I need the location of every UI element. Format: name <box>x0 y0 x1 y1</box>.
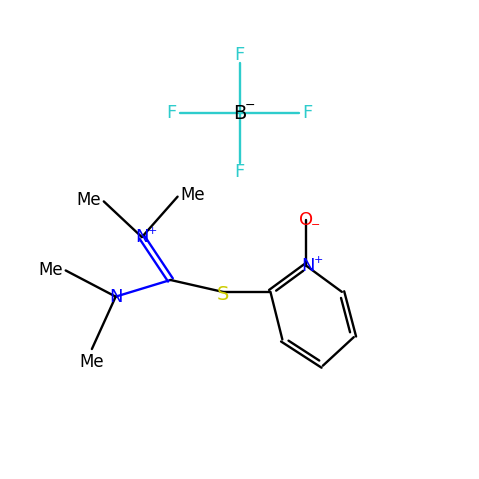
Text: Me: Me <box>80 353 104 371</box>
Text: S: S <box>217 285 229 304</box>
Text: O: O <box>299 211 313 229</box>
Text: F: F <box>302 104 313 122</box>
Text: F: F <box>166 104 177 122</box>
Text: +: + <box>314 254 323 264</box>
Text: N: N <box>109 288 123 306</box>
Text: N: N <box>135 228 148 246</box>
Text: Me: Me <box>180 186 205 204</box>
Text: +: + <box>148 226 157 236</box>
Text: −: − <box>311 220 320 230</box>
Text: Me: Me <box>39 262 63 279</box>
Text: B: B <box>233 104 246 123</box>
Text: Me: Me <box>77 191 102 209</box>
Text: F: F <box>234 46 245 64</box>
Text: F: F <box>234 163 245 181</box>
Text: −: − <box>245 99 256 112</box>
Text: N: N <box>301 257 315 274</box>
